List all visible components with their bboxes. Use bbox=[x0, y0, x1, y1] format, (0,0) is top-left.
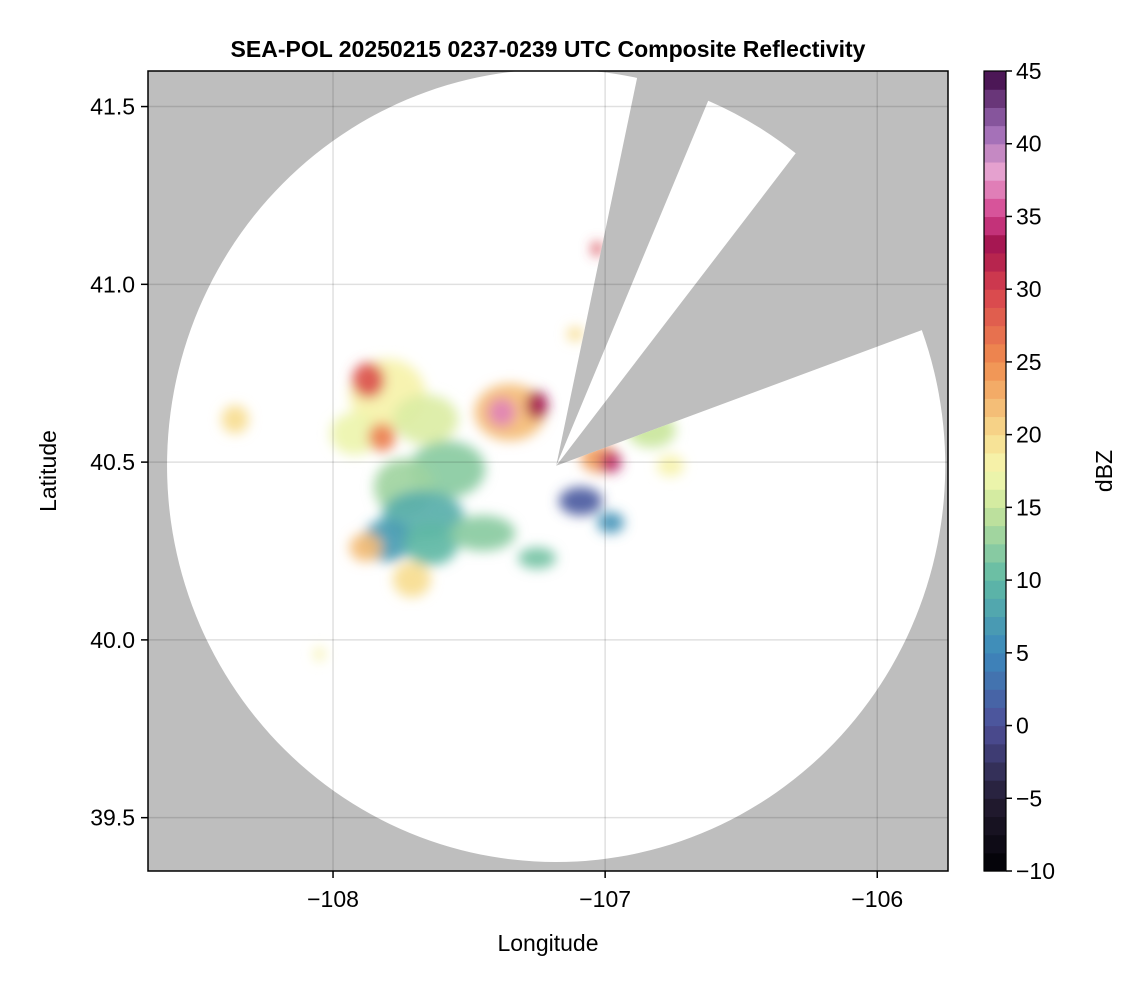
colorbar-bin-24 bbox=[984, 416, 1006, 436]
y-tick-label-4: 41.5 bbox=[90, 94, 135, 120]
echo-cell-12 bbox=[392, 561, 431, 598]
colorbar-bin-40 bbox=[984, 125, 1006, 145]
colorbar-bin-36 bbox=[984, 198, 1006, 218]
echo-cell-16 bbox=[221, 405, 249, 434]
colorbar-bin-37 bbox=[984, 180, 1006, 199]
colorbar-bin-32 bbox=[984, 271, 1006, 290]
x-axis-label: Longitude bbox=[497, 930, 598, 956]
colorbar-bin-5 bbox=[984, 761, 1006, 781]
x-tick-label-0: −108 bbox=[307, 886, 359, 912]
echo-cell-3 bbox=[330, 412, 380, 456]
colorbar-bin-1 bbox=[984, 834, 1006, 854]
echo-cell-10 bbox=[450, 515, 516, 551]
echo-cell-2 bbox=[392, 394, 459, 445]
colorbar-bin-4 bbox=[984, 780, 1006, 799]
colorbar-bin-27 bbox=[984, 361, 1006, 381]
colorbar-bin-10 bbox=[984, 671, 1006, 690]
chart-title: SEA-POL 20250215 0237-0239 UTC Composite… bbox=[231, 36, 866, 62]
x-tick-label-1: −107 bbox=[579, 886, 631, 912]
colorbar-bin-11 bbox=[984, 652, 1006, 672]
echo-cell-25 bbox=[567, 327, 584, 342]
echo-cell-1 bbox=[352, 362, 385, 399]
colorbar-tick-label-1: −5 bbox=[1016, 785, 1042, 811]
colorbar-tick-label-4: 10 bbox=[1016, 567, 1042, 593]
colorbar-bin-8 bbox=[984, 707, 1006, 727]
colorbar-bin-29 bbox=[984, 325, 1006, 345]
colorbar-tick-label-9: 35 bbox=[1016, 203, 1042, 229]
echo-cell-9 bbox=[403, 522, 459, 566]
colorbar-bin-23 bbox=[984, 434, 1006, 454]
y-axis-label: Latitude bbox=[35, 430, 61, 512]
colorbar-bin-6 bbox=[984, 743, 1006, 763]
colorbar-tick-label-10: 40 bbox=[1016, 131, 1042, 157]
y-tick-label-3: 41.0 bbox=[90, 271, 135, 297]
colorbar-bin-21 bbox=[984, 471, 1006, 490]
colorbar-bin-13 bbox=[984, 616, 1006, 636]
colorbar-bin-22 bbox=[984, 452, 1006, 472]
colorbar-bin-33 bbox=[984, 252, 1006, 272]
radar-coverage-disc bbox=[167, 71, 946, 863]
colorbar-bin-17 bbox=[984, 543, 1006, 563]
y-axis-ticks: 39.5 40.0 40.5 41.0 41.5 bbox=[90, 94, 148, 831]
colorbar-tick-label-8: 30 bbox=[1016, 276, 1042, 302]
colorbar-bin-3 bbox=[984, 798, 1006, 818]
colorbar-tick-label-7: 25 bbox=[1016, 349, 1042, 375]
colorbar-bin-18 bbox=[984, 525, 1006, 545]
colorbar-bin-14 bbox=[984, 598, 1006, 618]
colorbar-bin-34 bbox=[984, 234, 1006, 254]
colorbar-bin-31 bbox=[984, 289, 1006, 308]
x-tick-label-2: −106 bbox=[851, 886, 903, 912]
echo-cell-26 bbox=[314, 647, 325, 662]
colorbar-label: dBZ bbox=[1091, 450, 1117, 492]
colorbar-bin-35 bbox=[984, 216, 1006, 236]
colorbar-tick-label-3: 5 bbox=[1016, 640, 1029, 666]
colorbar-bin-7 bbox=[984, 725, 1006, 745]
colorbar-tick-label-11: 45 bbox=[1016, 58, 1042, 84]
colorbar-bin-25 bbox=[984, 398, 1006, 418]
colorbar-bin-30 bbox=[984, 307, 1006, 327]
grid-lines bbox=[148, 71, 948, 871]
y-tick-label-2: 40.5 bbox=[90, 449, 135, 475]
echo-cell-21 bbox=[656, 455, 685, 477]
colorbar-bin-9 bbox=[984, 689, 1006, 708]
colorbar: −10 −5 0 5 10 15 20 25 30 35 40 45 bbox=[983, 58, 1055, 884]
colorbar-bin-43 bbox=[984, 71, 1006, 90]
colorbar-bin-28 bbox=[984, 343, 1006, 363]
colorbar-bin-20 bbox=[984, 489, 1006, 508]
colorbar-frame bbox=[983, 70, 1007, 872]
colorbar-bin-39 bbox=[984, 143, 1006, 163]
y-tick-label-1: 40.0 bbox=[90, 627, 135, 653]
echo-cell-14 bbox=[488, 398, 516, 427]
colorbar-bin-26 bbox=[984, 380, 1006, 399]
colorbar-bin-2 bbox=[984, 816, 1006, 836]
echo-cell-17 bbox=[518, 547, 557, 569]
echo-cell-24 bbox=[591, 241, 603, 256]
echo-cell-22 bbox=[558, 487, 603, 516]
colorbar-bin-15 bbox=[984, 580, 1006, 599]
colorbar-bin-42 bbox=[984, 89, 1006, 108]
colorbar-bin-12 bbox=[984, 634, 1006, 654]
colorbar-bin-19 bbox=[984, 507, 1006, 527]
colorbar-tick-label-2: 0 bbox=[1016, 713, 1029, 739]
plot-frame bbox=[147, 70, 949, 872]
colorbar-bin-38 bbox=[984, 161, 1006, 181]
echo-cell-4 bbox=[368, 423, 396, 452]
echo-cell-15 bbox=[526, 391, 548, 420]
colorbar-bin-41 bbox=[984, 107, 1006, 127]
colorbar-tick-label-5: 15 bbox=[1016, 494, 1042, 520]
x-axis-ticks: −108 −107 −106 bbox=[307, 871, 903, 912]
echo-cell-19 bbox=[599, 451, 622, 473]
colorbar-bin-16 bbox=[984, 561, 1006, 581]
colorbar-bin-0 bbox=[984, 852, 1006, 872]
y-tick-label-0: 39.5 bbox=[90, 805, 135, 831]
colorbar-tick-label-6: 20 bbox=[1016, 422, 1042, 448]
echo-cell-11 bbox=[349, 533, 383, 562]
colorbar-tick-label-0: −10 bbox=[1016, 858, 1055, 884]
echo-cell-23 bbox=[597, 511, 625, 534]
